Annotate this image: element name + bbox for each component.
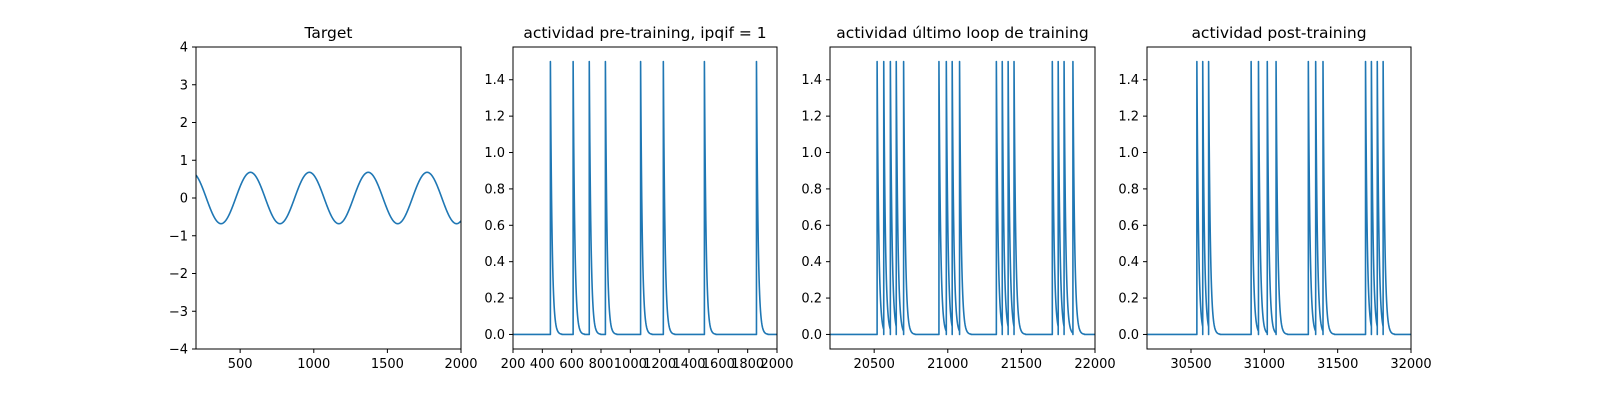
y-tick-label: 0.6 — [1118, 219, 1139, 234]
x-tick-label: 500 — [228, 357, 253, 372]
x-tick-label: 1200 — [643, 357, 676, 372]
x-tick-label: 21500 — [1001, 357, 1042, 372]
subplot-title: actividad último loop de training — [836, 24, 1088, 42]
subplot-2: actividad pre-training, ipqif = 1 200 400 6… — [484, 24, 793, 372]
axes-frame — [1146, 46, 1412, 350]
y-tick-label: 0.0 — [1118, 328, 1139, 343]
series-line — [513, 60, 777, 336]
x-tick-label: 22000 — [1074, 357, 1115, 372]
y-tick-label: 0.4 — [484, 255, 505, 270]
x-tick-label: 600 — [559, 357, 584, 372]
y-tick-label: 1.0 — [1118, 146, 1139, 161]
y-tick-label: 0.0 — [801, 328, 822, 343]
x-tick-label: 1500 — [371, 357, 404, 372]
y-tick-label: 4 — [180, 41, 188, 56]
y-tick-label: 1.4 — [801, 73, 822, 88]
y-tick-label: 1.0 — [801, 146, 822, 161]
y-tick-label: 0.0 — [484, 328, 505, 343]
y-tick-label: −3 — [169, 305, 188, 320]
y-tick-label: 1.2 — [1118, 110, 1139, 125]
y-tick-label: 0.4 — [1118, 255, 1139, 270]
x-tick-label: 31500 — [1317, 357, 1358, 372]
x-tick-label: 1400 — [672, 357, 705, 372]
y-tick-label: −2 — [169, 267, 188, 282]
y-tick-label: 0.2 — [484, 292, 505, 307]
subplot-title: Target — [304, 24, 353, 42]
x-tick-label: 1000 — [297, 357, 330, 372]
y-tick-label: 1.4 — [484, 73, 505, 88]
x-tick-label: 800 — [589, 357, 614, 372]
x-tick-label: 400 — [530, 357, 555, 372]
y-tick-label: 0.8 — [484, 182, 505, 197]
series-line — [1147, 60, 1411, 336]
x-tick-label: 2000 — [444, 357, 477, 372]
subplot-title: actividad post-training — [1191, 24, 1366, 42]
y-tick-label: 3 — [180, 78, 188, 93]
y-tick-label: 2 — [180, 116, 188, 131]
subplot-3: actividad último loop de training 20500 21… — [801, 24, 1115, 372]
y-tick-label: 0.6 — [484, 219, 505, 234]
y-tick-label: 0.2 — [801, 292, 822, 307]
x-tick-label: 1800 — [731, 357, 764, 372]
y-tick-label: 0.4 — [801, 255, 822, 270]
x-tick-label: 2000 — [760, 357, 793, 372]
y-tick-label: 0.8 — [801, 182, 822, 197]
series-line — [196, 171, 461, 225]
x-tick-label: 1000 — [614, 357, 647, 372]
x-tick-label: 30500 — [1170, 357, 1211, 372]
axes-frame — [512, 46, 778, 350]
y-tick-label: 0.2 — [1118, 292, 1139, 307]
x-tick-label: 20500 — [853, 357, 894, 372]
y-tick-label: −1 — [169, 229, 188, 244]
y-tick-label: 1.4 — [1118, 73, 1139, 88]
x-tick-label: 31000 — [1244, 357, 1285, 372]
x-tick-label: 1600 — [702, 357, 735, 372]
y-tick-label: 0.6 — [801, 219, 822, 234]
y-tick-label: −4 — [169, 343, 188, 358]
subplot-4: actividad post-training 30500 31000 31500 32… — [1118, 24, 1431, 372]
x-tick-label: 32000 — [1390, 357, 1431, 372]
y-tick-label: 1.2 — [801, 110, 822, 125]
subplots: Target 500 1000 1500 2000 −4 −3 −2 −1 0 1 2 3 4 activi… — [169, 24, 1432, 372]
y-tick-label: 1.0 — [484, 146, 505, 161]
x-tick-label: 21000 — [927, 357, 968, 372]
y-tick-label: 0.8 — [1118, 182, 1139, 197]
series-line — [830, 60, 1095, 336]
x-tick-label: 200 — [501, 357, 526, 372]
y-tick-label: 0 — [180, 192, 188, 207]
y-tick-label: 1 — [180, 154, 188, 169]
y-tick-label: 1.2 — [484, 110, 505, 125]
axes-frame — [829, 46, 1096, 350]
subplot-1: Target 500 1000 1500 2000 −4 −3 −2 −1 0 1 2 3 4 — [169, 24, 478, 372]
subplot-title: actividad pre-training, ipqif = 1 — [523, 24, 766, 42]
